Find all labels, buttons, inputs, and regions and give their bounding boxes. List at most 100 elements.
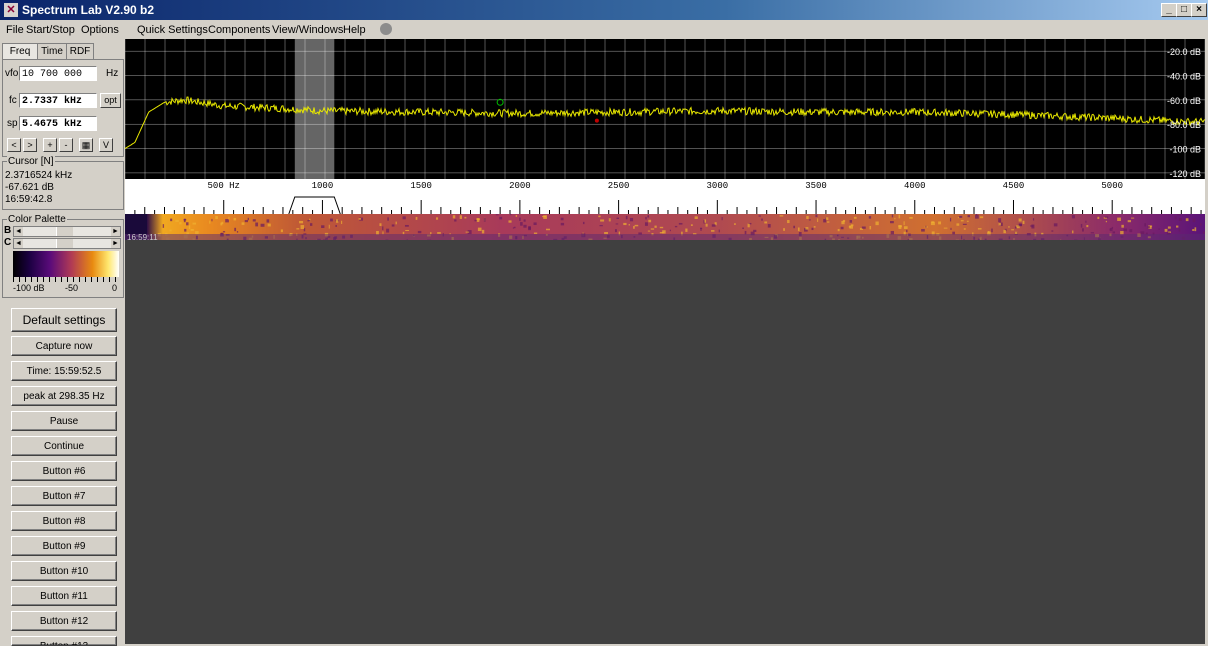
waterfall-speckle (195, 231, 199, 234)
waterfall-speckle (211, 219, 212, 221)
waterfall-speckle (1106, 221, 1107, 222)
waterfall-speckle (359, 218, 361, 220)
fc-input[interactable]: 2.7337 kHz (19, 93, 97, 108)
waterfall-speckle (510, 214, 512, 215)
menu-start-stop[interactable]: Start/Stop (26, 24, 75, 36)
waterfall-speckle (711, 230, 714, 232)
capture-now-button[interactable]: Capture now (11, 336, 117, 356)
waterfall-speckle (1129, 229, 1132, 232)
waterfall-speckle (783, 228, 785, 231)
tab-time[interactable]: Time (37, 43, 67, 60)
waterfall-speckle (1128, 220, 1131, 222)
waterfall-speckle (825, 218, 826, 219)
spectrum-plot[interactable]: -20.0 dB-40.0 dB-60.0 dB-80.0 dB-100 dB-… (125, 39, 1205, 179)
slider-left-arrow-icon[interactable]: ◄ (14, 227, 23, 236)
button-12[interactable]: Button #12 (11, 611, 117, 631)
button-13[interactable]: Button #13 (11, 636, 117, 646)
slider-thumb[interactable] (56, 239, 73, 248)
waterfall-speckle (604, 232, 608, 234)
maximize-button[interactable]: □ (1176, 3, 1192, 17)
waterfall-speckle (899, 225, 902, 229)
continue-button[interactable]: Continue (11, 436, 117, 456)
waterfall-speckle (598, 216, 600, 218)
sp-input[interactable]: 5.4675 kHz (19, 116, 97, 131)
waterfall-speckle (405, 230, 409, 231)
zoom-in-button[interactable]: + (43, 138, 57, 152)
waterfall-speckle (267, 219, 270, 222)
menu-options[interactable]: Options (81, 24, 119, 36)
menu-components[interactable]: Components (208, 24, 270, 36)
cursor-time: 16:59:42.8 (5, 195, 52, 205)
zoom-out-button[interactable]: - (59, 138, 73, 152)
button-11[interactable]: Button #11 (11, 586, 117, 606)
waterfall-history-area[interactable] (125, 240, 1205, 644)
waterfall-speckle (950, 218, 951, 222)
peak-button[interactable]: peak at 298.35 Hz (11, 386, 117, 406)
waterfall-speckle (815, 214, 817, 217)
tab-freq[interactable]: Freq (2, 43, 38, 60)
waterfall-speckle (255, 223, 258, 227)
waterfall-speckle (648, 231, 650, 232)
vfo-unit: Hz (106, 68, 118, 79)
default-settings-button[interactable]: Default settings (11, 308, 117, 332)
button-8[interactable]: Button #8 (11, 511, 117, 531)
slider-right-arrow-icon[interactable]: ► (111, 239, 120, 248)
minimize-button[interactable]: _ (1161, 3, 1177, 17)
menu-view-windows[interactable]: View/Windows (272, 24, 343, 36)
palette-scale-min: -100 dB (13, 283, 45, 293)
spectrum-display[interactable]: -20.0 dB-40.0 dB-60.0 dB-80.0 dB-100 dB-… (125, 39, 1205, 179)
button-9[interactable]: Button #9 (11, 536, 117, 556)
cursor-freq: 2.3716524 kHz (5, 171, 72, 181)
waterfall-speckle (523, 225, 526, 228)
time-button[interactable]: Time: 15:59:52.5 (11, 361, 117, 381)
button-6[interactable]: Button #6 (11, 461, 117, 481)
waterfall-speckle (685, 229, 687, 232)
waterfall-speckle (599, 225, 602, 226)
waterfall-speckle (651, 228, 654, 229)
waterfall-speckle (387, 217, 389, 220)
scroll-right-button[interactable]: > (23, 138, 37, 152)
grid-icon[interactable]: ▦ (79, 138, 93, 152)
waterfall-plot[interactable]: 16:59:11 (125, 214, 1205, 240)
tab-rdf[interactable]: RDF (66, 43, 94, 60)
vfo-input[interactable]: 10 700 000 (19, 66, 97, 81)
menu-bar: File Start/Stop Options Quick Settings C… (0, 20, 1208, 39)
contrast-slider[interactable]: ◄ ► (13, 238, 121, 249)
waterfall-speckle (904, 221, 905, 225)
waterfall-speckle (862, 227, 866, 229)
waterfall-speckle (1131, 218, 1134, 219)
waterfall-speckle (1112, 227, 1113, 229)
pause-button[interactable]: Pause (11, 411, 117, 431)
fc-opt-button[interactable]: opt (100, 93, 121, 108)
menu-quick-settings[interactable]: Quick Settings (137, 24, 208, 36)
waterfall-speckle (691, 224, 693, 226)
slider-left-arrow-icon[interactable]: ◄ (14, 239, 23, 248)
waterfall-speckle (931, 222, 935, 225)
slider-thumb[interactable] (56, 227, 73, 236)
waterfall-speckle (999, 223, 1001, 226)
waterfall-speckle (616, 223, 619, 224)
menu-help[interactable]: Help (343, 24, 366, 36)
scroll-left-button[interactable]: < (7, 138, 21, 152)
waterfall-speckle (379, 223, 381, 226)
waterfall-speckle (635, 225, 639, 226)
v-button[interactable]: V (99, 138, 113, 152)
menu-file[interactable]: File (6, 24, 24, 36)
waterfall-speckle (228, 217, 229, 220)
close-button[interactable]: × (1191, 3, 1207, 17)
waterfall-speckle (508, 220, 511, 222)
waterfall-display[interactable]: 16:59:11 (125, 214, 1205, 240)
brightness-slider[interactable]: ◄ ► (13, 226, 121, 237)
waterfall-speckle (1051, 230, 1053, 231)
waterfall-speckle (386, 229, 389, 233)
slider-right-arrow-icon[interactable]: ► (111, 227, 120, 236)
waterfall-speckle (484, 218, 486, 222)
waterfall-speckle (1085, 221, 1086, 223)
button-10[interactable]: Button #10 (11, 561, 117, 581)
waterfall-speckle (215, 216, 218, 219)
waterfall-speckle (748, 224, 750, 228)
x-tick-label: 4000 (904, 181, 926, 191)
button-7[interactable]: Button #7 (11, 486, 117, 506)
